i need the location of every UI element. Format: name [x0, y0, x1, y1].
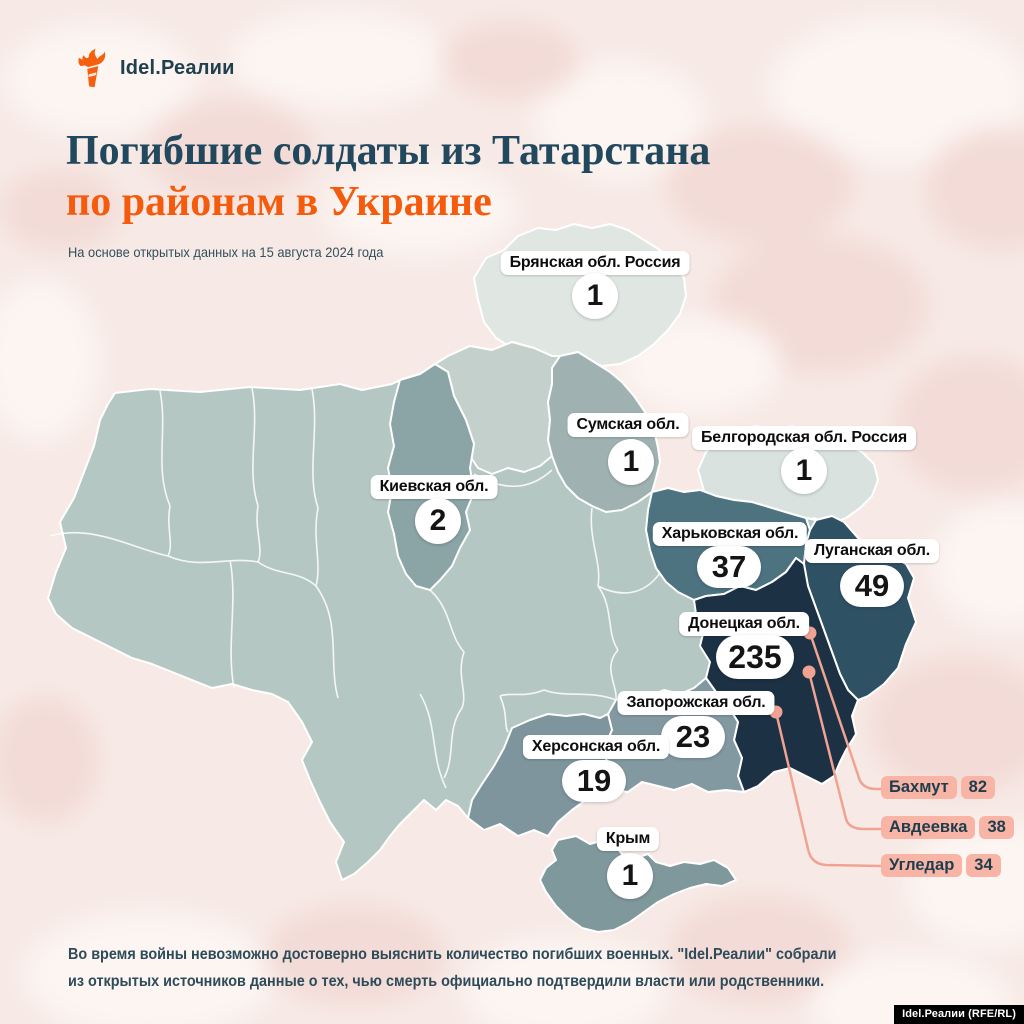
- footer-line2: из открытых источников данные о тех, чью…: [68, 973, 825, 990]
- region-value-luhansk: 49: [840, 565, 904, 607]
- region-label-kyiv: Киевская обл.: [370, 475, 498, 499]
- region-value-kyiv: 2: [415, 498, 461, 544]
- callout-line-vuhledar: [774, 711, 882, 868]
- region-label-luhansk: Луганская обл.: [804, 539, 940, 563]
- region-label-crimea: Крым: [596, 827, 660, 851]
- region-label-kherson: Херсонская обл.: [522, 735, 670, 759]
- title-line1: Погибшие солдаты из Татарстана: [66, 128, 711, 174]
- region-value-crimea: 1: [607, 853, 653, 899]
- region-label-sumy: Сумская обл.: [567, 413, 689, 437]
- callout-value: 38: [979, 816, 1014, 839]
- callout-avdiivka: Авдеевка 38: [881, 816, 1014, 839]
- region-label-donetsk: Донецкая обл.: [679, 612, 809, 636]
- region-label-belgorod: Белгородская обл. Россия: [692, 426, 916, 450]
- callout-name: Угледар: [881, 854, 963, 877]
- callout-bakhmut: Бахмут 82: [881, 776, 996, 799]
- callout-line-bakhmut: [808, 632, 881, 791]
- callout-name: Бахмут: [881, 776, 957, 799]
- brand-name: Idel.Реалии: [120, 56, 235, 79]
- region-value-donetsk: 235: [716, 635, 794, 679]
- region-value-sumy: 1: [608, 439, 654, 485]
- region-label-zaporizhzhia: Запорожская обл.: [617, 691, 775, 715]
- region-label-kharkiv: Харьковская обл.: [652, 522, 808, 546]
- callout-vuhledar: Угледар 34: [881, 854, 1001, 877]
- callout-value: 34: [966, 854, 1001, 877]
- callout-line-avdiivka: [807, 671, 881, 831]
- torch-icon: [78, 48, 106, 88]
- region-value-bryansk: 1: [572, 273, 618, 319]
- region-label-bryansk: Брянская обл. Россия: [500, 251, 690, 275]
- callout-value: 82: [960, 776, 996, 799]
- brand-logo: Idel.Реалии: [68, 46, 235, 90]
- callout-connectors: [769, 626, 882, 868]
- callout-name: Авдеевка: [881, 816, 976, 839]
- credit-badge: Idel.Реалии (RFE/RL): [894, 1005, 1024, 1024]
- title-line2: по районам в Украине: [66, 179, 492, 225]
- region-value-kherson: 19: [562, 760, 626, 802]
- region-value-kharkiv: 37: [697, 546, 761, 588]
- region-value-zaporizhzhia: 23: [661, 716, 725, 758]
- footer-line1: Во время войны невозможно достоверно выя…: [68, 946, 837, 963]
- oblast-borders: [49, 387, 663, 789]
- region-value-belgorod: 1: [781, 448, 827, 494]
- page-title: Погибшие солдаты из Татарстана по района…: [66, 126, 710, 228]
- callout-dot-avdiivka: [802, 665, 816, 679]
- subtitle: На основе открытых данных на 15 августа …: [68, 244, 384, 260]
- footer-note: Во время войны невозможно достоверно выя…: [68, 941, 836, 995]
